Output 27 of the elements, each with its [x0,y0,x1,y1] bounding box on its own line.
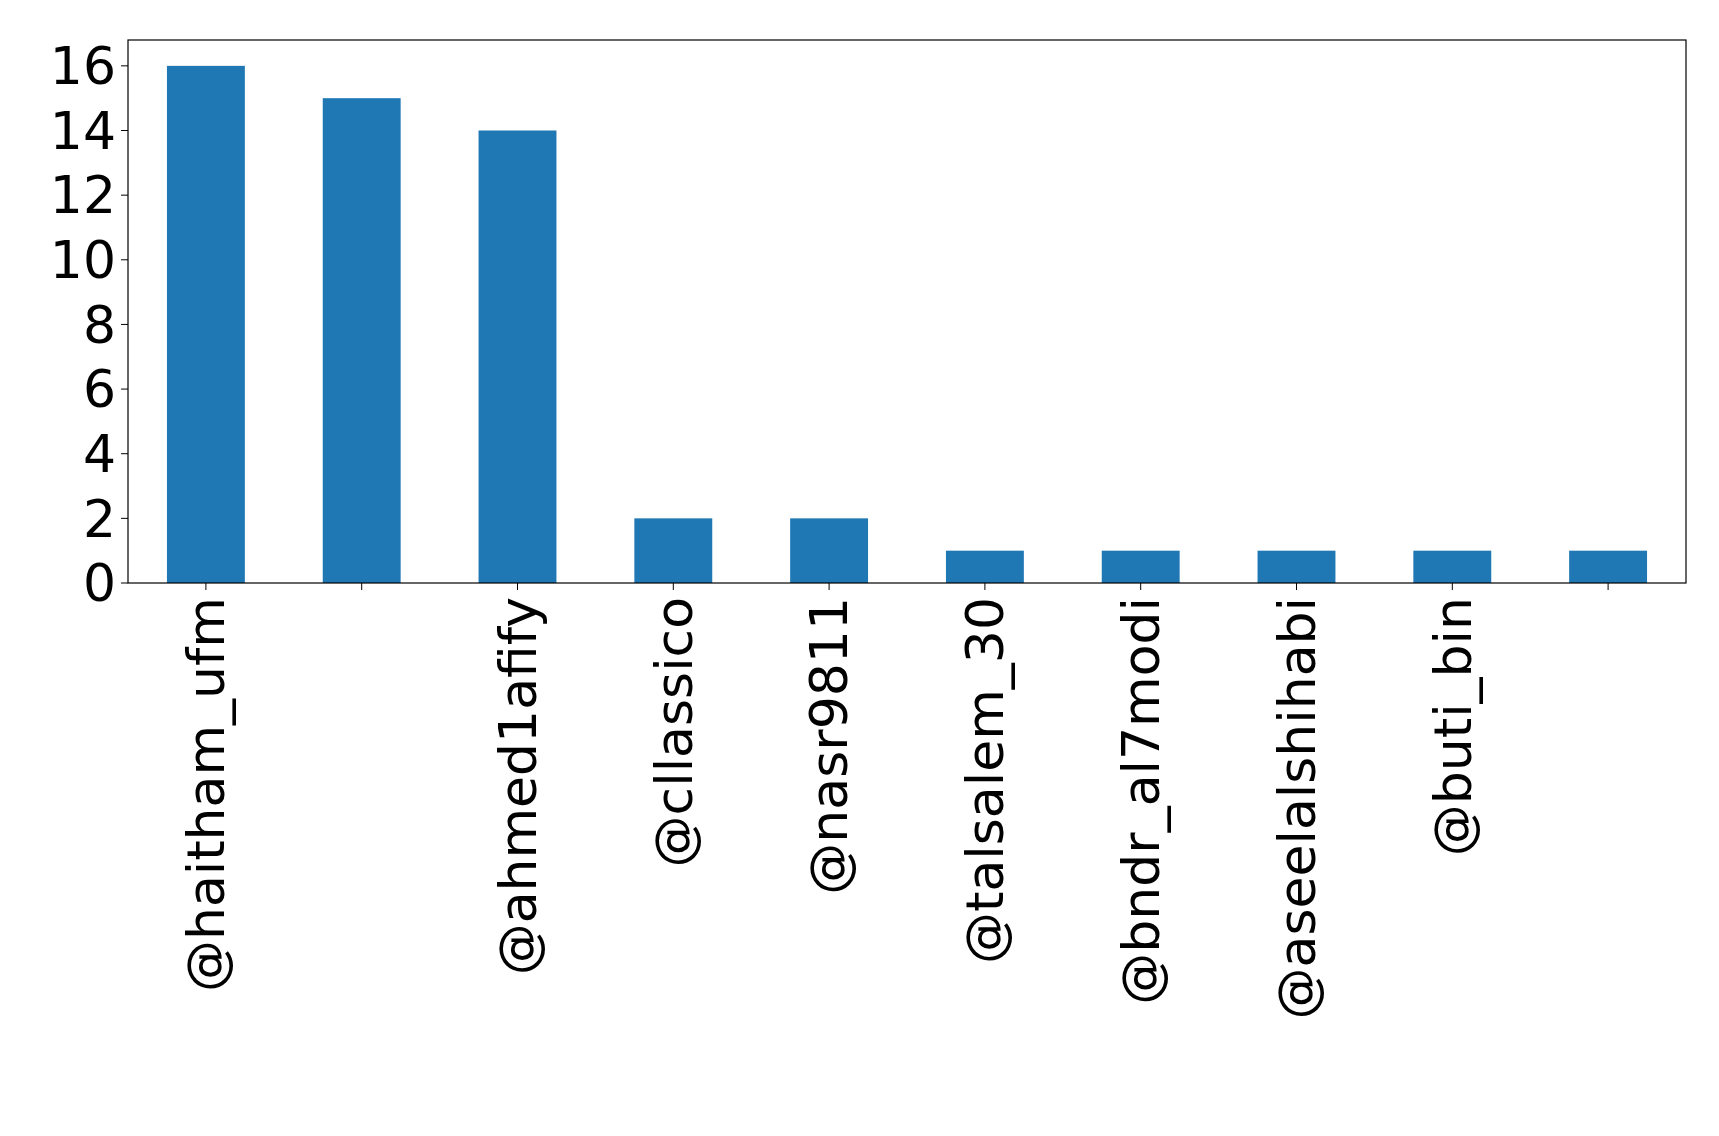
y-tick-label: 12 [49,165,116,226]
bar [478,130,557,583]
y-tick-label: 0 [82,553,116,614]
bar [1413,550,1492,583]
y-tick-label: 10 [49,229,116,290]
bar [322,98,401,583]
y-tick-label: 8 [82,294,116,355]
x-tick-label: @cllassico [643,597,704,868]
bar [634,518,713,583]
bar [1101,550,1180,583]
x-tick-label: @talsalem_30 [955,597,1016,964]
x-tick-label: @haitham_ufm [176,597,237,993]
x-tick-label: @nasr9811 [799,597,860,895]
y-tick-label: 6 [82,359,116,420]
x-tick-label: @ahmed1afify [487,597,548,976]
y-tick-label: 2 [82,488,116,549]
x-tick-label: @buti_bin [1422,597,1483,857]
x-tick-label: @aseelalshihabi [1266,597,1327,1020]
y-tick-label: 4 [82,423,116,484]
y-tick-label: 16 [49,36,116,97]
bar [1257,550,1336,583]
x-tick-label: @bndr_al7modi [1110,597,1171,1005]
bar [790,518,869,583]
bar [945,550,1024,583]
bar [166,65,245,583]
y-tick-label: 14 [49,100,116,161]
bar [1569,550,1648,583]
